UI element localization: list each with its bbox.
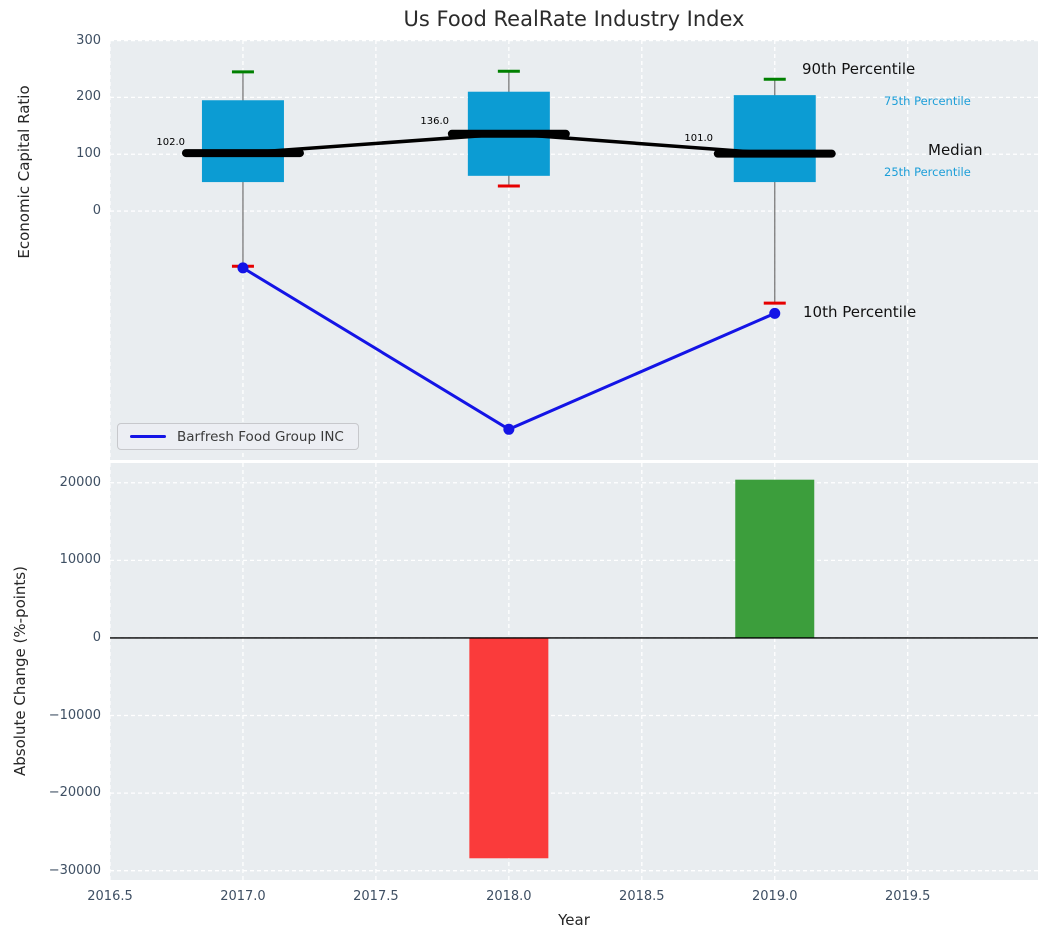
- xtick-2017.0: 2017.0: [220, 889, 266, 904]
- annotation-10th-percentile: 10th Percentile: [803, 303, 917, 321]
- ytick-bottom-−30000: −30000: [48, 862, 101, 878]
- median-value-label-2017: 102.0: [156, 137, 185, 148]
- bar-2018: [469, 637, 549, 859]
- ytick-bottom-−10000: −10000: [48, 707, 101, 723]
- annotation-90th-percentile: 90th Percentile: [802, 60, 916, 78]
- xtick-2017.5: 2017.5: [353, 889, 399, 904]
- chart-title: Us Food RealRate Industry Index: [403, 7, 745, 31]
- annotation-median: Median: [928, 141, 983, 159]
- axes-background-bottom: [110, 463, 1038, 880]
- median-value-label-2019: 101.0: [684, 133, 713, 144]
- xtick-2019.0: 2019.0: [752, 889, 798, 904]
- ytick-bottom-20000: 20000: [59, 474, 101, 490]
- series-point-2017: [237, 262, 249, 274]
- xtick-2019.5: 2019.5: [884, 889, 931, 904]
- xtick-2016.5: 2016.5: [87, 889, 133, 904]
- ytick-bottom-0: 0: [92, 629, 101, 645]
- annotation-25th-percentile: 25th Percentile: [884, 165, 971, 179]
- xtick-2018.5: 2018.5: [619, 889, 665, 904]
- ytick-top-200: 200: [76, 89, 101, 105]
- bar-2019: [735, 479, 815, 638]
- y-axis-label-top: Economic Capital Ratio: [15, 85, 33, 259]
- x-axis-label: Year: [558, 911, 590, 929]
- legend-label: Barfresh Food Group INC: [177, 428, 344, 445]
- box-2019: [733, 95, 816, 183]
- ytick-top-100: 100: [76, 146, 101, 162]
- box-2017: [201, 100, 284, 183]
- legend-line-swatch: [130, 435, 166, 438]
- legend: Barfresh Food Group INC: [117, 423, 359, 450]
- series-point-2018: [503, 423, 515, 435]
- ytick-top-300: 300: [76, 32, 101, 48]
- ytick-bottom-10000: 10000: [59, 552, 101, 568]
- ytick-bottom-−20000: −20000: [48, 785, 101, 801]
- series-point-2019: [769, 307, 781, 319]
- xtick-2018.0: 2018.0: [486, 889, 532, 904]
- annotation-75th-percentile: 75th Percentile: [884, 94, 971, 108]
- median-value-label-2018: 136.0: [420, 116, 449, 127]
- y-axis-label-bottom: Absolute Change (%-points): [11, 566, 29, 776]
- ytick-top-0: 0: [92, 203, 101, 219]
